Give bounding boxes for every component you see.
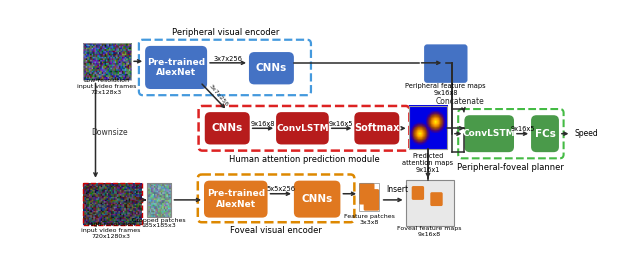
FancyBboxPatch shape <box>430 192 443 206</box>
Text: Cropped patches
185x185x3: Cropped patches 185x185x3 <box>132 218 186 228</box>
Bar <box>408 106 447 149</box>
FancyBboxPatch shape <box>204 181 268 218</box>
FancyBboxPatch shape <box>465 115 514 152</box>
Text: FCs: FCs <box>534 129 556 139</box>
FancyBboxPatch shape <box>359 183 374 205</box>
Text: Peripheral visual encoder: Peripheral visual encoder <box>172 28 280 37</box>
FancyBboxPatch shape <box>355 112 399 144</box>
Text: CNNs: CNNs <box>212 123 243 133</box>
Text: ConvLSTM: ConvLSTM <box>276 124 329 133</box>
Text: Softmax: Softmax <box>354 123 399 133</box>
Text: 9x16x5: 9x16x5 <box>510 126 535 132</box>
Text: Pre-trained
AlexNet: Pre-trained AlexNet <box>147 58 205 77</box>
FancyBboxPatch shape <box>424 44 467 83</box>
Text: Concatenate: Concatenate <box>435 97 484 106</box>
Text: Predicted
attention maps
9x16x1: Predicted attention maps 9x16x1 <box>403 153 454 173</box>
Text: Pre-trained
AlexNet: Pre-trained AlexNet <box>207 189 265 209</box>
Text: Insert: Insert <box>387 184 409 194</box>
Bar <box>406 180 454 226</box>
Text: 9x16x5: 9x16x5 <box>329 121 353 127</box>
FancyBboxPatch shape <box>294 181 340 218</box>
Text: CNNs: CNNs <box>256 63 287 73</box>
Text: Peripheral-foveal planner: Peripheral-foveal planner <box>458 163 564 172</box>
Text: Downsize: Downsize <box>91 128 128 137</box>
FancyBboxPatch shape <box>412 186 424 200</box>
FancyBboxPatch shape <box>276 112 329 144</box>
FancyBboxPatch shape <box>145 46 207 89</box>
Text: Feature patches
3x3x8: Feature patches 3x3x8 <box>344 214 394 225</box>
Text: Foveal feature maps
9x16x8: Foveal feature maps 9x16x8 <box>397 226 462 237</box>
Bar <box>83 43 131 80</box>
Text: 3x7x256: 3x7x256 <box>208 83 229 107</box>
Text: Speed: Speed <box>575 129 598 138</box>
Bar <box>147 183 172 217</box>
FancyBboxPatch shape <box>249 52 294 84</box>
Bar <box>359 183 379 211</box>
Text: Peripheral feature maps
9x16x8: Peripheral feature maps 9x16x8 <box>406 83 486 96</box>
Text: Low-resolution
input video frames
72x128x3: Low-resolution input video frames 72x128… <box>77 78 136 95</box>
FancyBboxPatch shape <box>205 112 250 144</box>
Text: 5x5x256: 5x5x256 <box>266 186 295 192</box>
Text: 9x16x8: 9x16x8 <box>251 121 275 127</box>
Bar <box>83 183 142 225</box>
FancyBboxPatch shape <box>531 115 559 152</box>
Text: ConvLSTM: ConvLSTM <box>463 129 515 138</box>
FancyBboxPatch shape <box>364 189 379 211</box>
Text: Foveal visual encoder: Foveal visual encoder <box>230 226 322 235</box>
Text: High-resolution
input video frames
720x1280x3: High-resolution input video frames 720x1… <box>81 222 141 239</box>
Text: CNNs: CNNs <box>301 194 333 204</box>
Text: Human attention prediction module: Human attention prediction module <box>229 155 380 164</box>
Text: 3x7x256: 3x7x256 <box>214 56 243 62</box>
